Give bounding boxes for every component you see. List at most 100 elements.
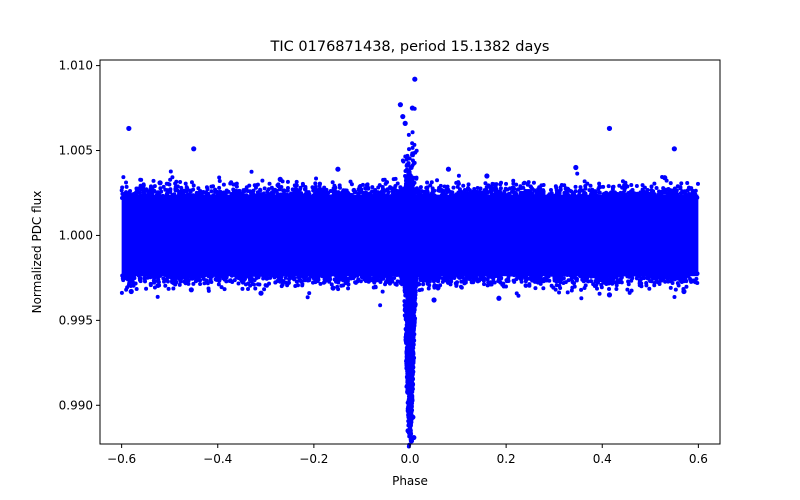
data-point: [119, 188, 124, 193]
data-point: [278, 192, 283, 197]
data-point: [646, 192, 651, 197]
data-point: [466, 182, 471, 187]
data-point: [394, 272, 399, 277]
data-point: [141, 185, 146, 190]
data-point: [383, 181, 388, 186]
data-point: [493, 184, 498, 189]
data-point: [689, 193, 694, 198]
data-point: [538, 186, 543, 191]
data-point: [139, 272, 144, 277]
data-point: [651, 189, 656, 194]
data-point: [536, 271, 541, 276]
data-point: [541, 183, 546, 188]
data-point: [249, 169, 254, 174]
data-point: [467, 188, 472, 193]
data-point: [383, 282, 388, 287]
data-point: [418, 185, 423, 190]
data-point: [437, 275, 442, 280]
data-point: [559, 270, 564, 275]
data-point: [538, 277, 543, 281]
data-point: [375, 190, 380, 195]
data-point: [229, 195, 234, 200]
data-point: [517, 274, 522, 279]
data-point: [409, 207, 414, 212]
y-tick-label: 1.010: [59, 59, 93, 73]
data-point: [281, 279, 286, 284]
data-point: [372, 195, 377, 200]
data-point: [349, 182, 354, 187]
data-point: [357, 190, 362, 195]
data-point: [541, 271, 546, 276]
data-point: [545, 271, 550, 276]
data-point: [360, 272, 365, 277]
data-point: [622, 195, 627, 200]
data-point: [558, 187, 563, 192]
data-point: [455, 184, 460, 189]
data-point: [409, 374, 414, 379]
data-point: [282, 188, 287, 193]
data-point: [318, 281, 323, 286]
data-point: [410, 145, 415, 150]
data-point: [445, 166, 452, 172]
data-point: [124, 180, 129, 185]
data-point: [405, 373, 410, 378]
data-point: [267, 181, 272, 186]
data-point: [656, 189, 661, 194]
data-point: [156, 190, 161, 195]
data-point: [425, 189, 430, 194]
data-point: [569, 193, 574, 198]
data-point: [121, 192, 126, 197]
data-point: [253, 185, 258, 190]
data-point: [542, 276, 547, 281]
data-point: [440, 191, 445, 196]
data-point: [409, 277, 414, 282]
data-point: [392, 275, 397, 280]
data-point: [304, 192, 309, 197]
data-point: [365, 182, 370, 187]
data-point: [555, 195, 560, 200]
data-point: [407, 220, 412, 225]
data-point: [157, 180, 163, 186]
data-point: [194, 190, 199, 195]
data-point: [411, 243, 416, 248]
data-point: [686, 274, 691, 279]
data-point: [121, 175, 126, 180]
data-point: [173, 181, 178, 186]
data-point: [419, 287, 424, 292]
data-point: [609, 273, 614, 278]
data-point: [386, 273, 391, 278]
data-point: [486, 273, 491, 278]
data-point: [625, 287, 630, 292]
data-point: [217, 178, 222, 183]
data-point: [198, 189, 203, 194]
data-point: [409, 387, 414, 392]
data-point: [410, 297, 415, 302]
data-point: [407, 174, 412, 179]
data-point: [524, 274, 529, 279]
data-point: [456, 173, 461, 178]
data-point: [498, 186, 503, 191]
data-point: [295, 283, 300, 288]
data-point: [592, 189, 597, 194]
data-point: [225, 271, 230, 276]
data-point: [214, 189, 219, 194]
data-point: [523, 283, 528, 288]
data-point: [285, 179, 290, 184]
data-point: [241, 278, 246, 283]
data-point: [285, 188, 290, 193]
data-point: [400, 241, 405, 246]
data-point: [177, 282, 182, 287]
data-point: [695, 181, 700, 186]
data-point: [318, 189, 323, 194]
data-point: [203, 190, 208, 195]
data-point: [574, 196, 579, 201]
data-point: [533, 286, 538, 291]
data-point: [146, 192, 151, 197]
data-point: [329, 282, 334, 287]
data-point: [165, 188, 170, 193]
data-point: [278, 279, 283, 284]
data-point: [679, 280, 684, 285]
data-point: [421, 282, 426, 287]
data-point: [476, 271, 481, 276]
data-point: [279, 184, 284, 189]
